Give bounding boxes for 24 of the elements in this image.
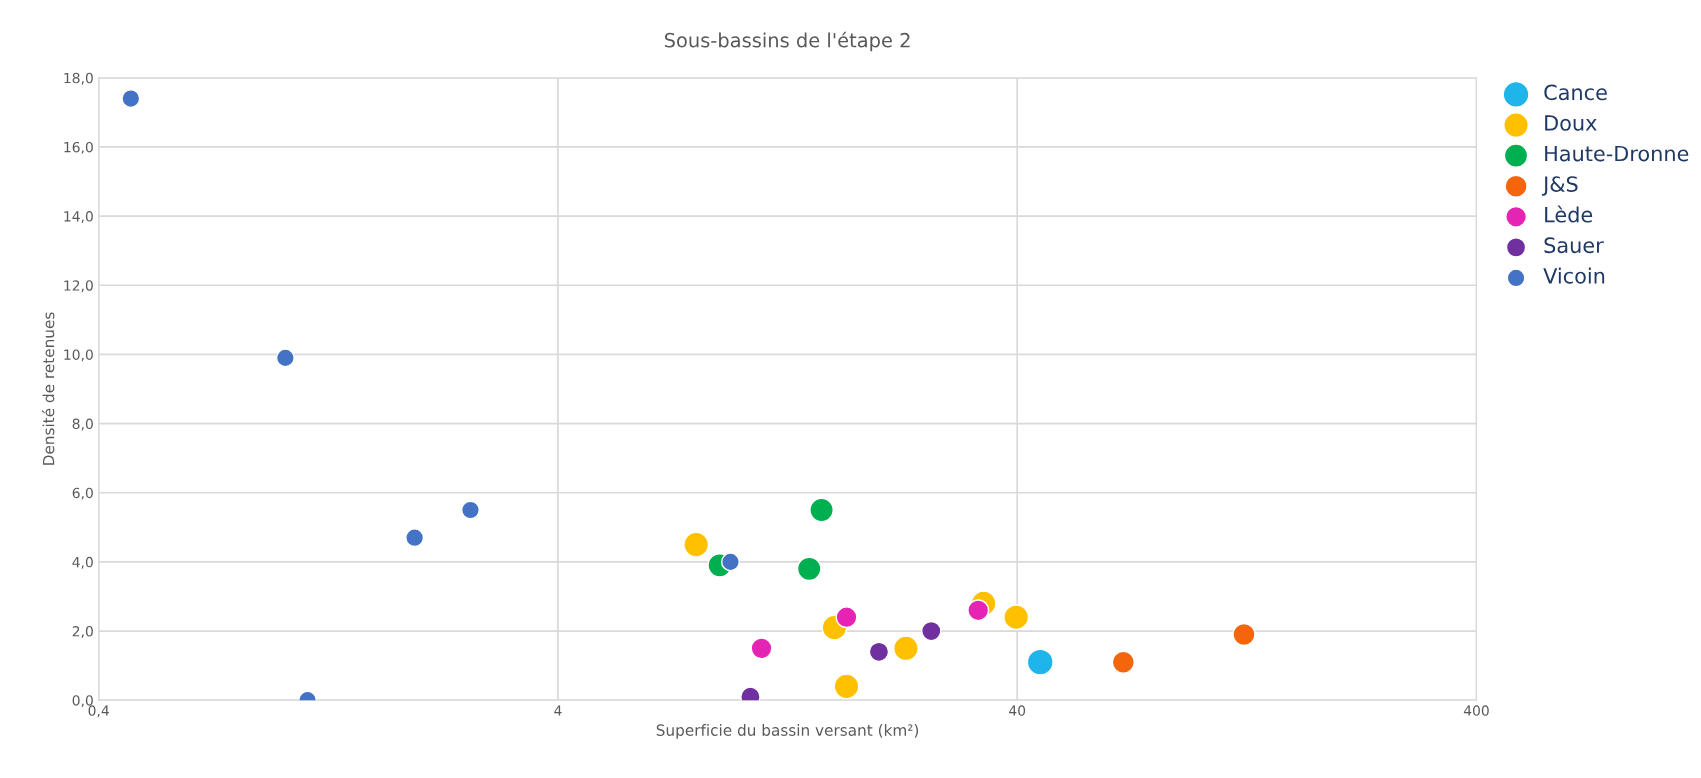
y-tick-label: 14,0 bbox=[64, 211, 93, 223]
y-tick-label: 2,0 bbox=[72, 626, 93, 638]
x-tick-label: 400 bbox=[1463, 705, 1489, 716]
legend-label: Lède bbox=[1545, 205, 1593, 223]
y-tick-label: 6,0 bbox=[72, 487, 93, 500]
x-axis-title: Superficie du bassin versant (km²) bbox=[656, 724, 919, 739]
y-tick-label: 10,0 bbox=[64, 349, 93, 362]
y-tick-label: 8,0 bbox=[72, 418, 93, 431]
y-tick-label: 18,0 bbox=[64, 72, 93, 85]
legend-label: Cance bbox=[1544, 84, 1607, 101]
y-axis-title: Densité de retenues bbox=[41, 312, 55, 465]
legend-label: Sauer bbox=[1544, 237, 1604, 254]
legend-label: J&S bbox=[1542, 176, 1578, 196]
legend-label: Vicoin bbox=[1543, 267, 1605, 284]
legend-label: Doux bbox=[1545, 115, 1597, 131]
y-tick-label: 16,0 bbox=[64, 141, 93, 154]
chart-title: Sous-bassins de l'étape 2 bbox=[664, 31, 910, 52]
x-tick-label: 4 bbox=[554, 705, 562, 716]
x-tick-label: 40 bbox=[1009, 705, 1026, 716]
y-tick-label: 12,0 bbox=[64, 280, 93, 293]
x-tick-label: 0,4 bbox=[88, 705, 109, 718]
legend-label: Haute-Dronne bbox=[1545, 145, 1689, 162]
y-tick-label: 0,0 bbox=[72, 695, 93, 708]
y-tick-label: 4,0 bbox=[72, 556, 93, 569]
